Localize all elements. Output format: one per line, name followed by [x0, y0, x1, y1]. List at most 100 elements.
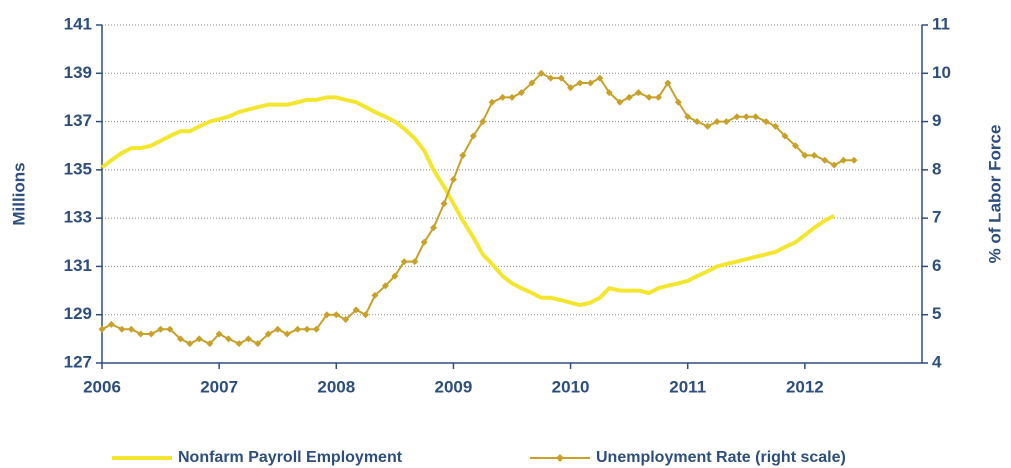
marker [420, 238, 428, 246]
marker [391, 272, 399, 280]
marker [283, 330, 291, 338]
marker [722, 118, 730, 126]
y-axis-title: Millions [9, 162, 28, 225]
y-tick-label: 127 [64, 352, 92, 371]
marker [332, 311, 340, 319]
marker [821, 156, 829, 164]
marker [98, 325, 106, 333]
marker [479, 118, 487, 126]
marker [381, 282, 389, 290]
marker [323, 311, 331, 319]
y2-axis-title: % of Labor Force [985, 125, 1004, 264]
marker [411, 258, 419, 266]
marker [206, 340, 214, 348]
marker [537, 69, 545, 77]
legend-label: Nonfarm Payroll Employment [178, 449, 403, 466]
marker [235, 340, 243, 348]
x-tick-label: 2009 [435, 377, 473, 396]
y-tick-label: 137 [64, 111, 92, 130]
marker [752, 113, 760, 121]
marker [674, 98, 682, 106]
legend-marker [556, 454, 564, 462]
series-line [101, 72, 855, 345]
marker [127, 325, 135, 333]
y-tick-label: 133 [64, 208, 92, 227]
marker [528, 79, 536, 87]
marker [704, 122, 712, 130]
marker [264, 330, 272, 338]
marker [137, 330, 145, 338]
x-tick-label: 2006 [83, 377, 121, 396]
marker [294, 325, 302, 333]
marker [772, 122, 780, 130]
marker [557, 74, 565, 82]
marker [830, 161, 838, 169]
legend-label: Unemployment Rate (right scale) [596, 449, 846, 466]
marker [459, 151, 467, 159]
marker [635, 89, 643, 97]
x-tick-label: 2012 [786, 377, 824, 396]
marker [781, 132, 789, 140]
marker [517, 89, 525, 97]
y-tick-label: 131 [64, 256, 92, 275]
marker [107, 320, 115, 328]
x-tick-label: 2007 [200, 377, 238, 396]
marker [616, 98, 624, 106]
marker [166, 325, 174, 333]
marker [733, 113, 741, 121]
marker [596, 74, 604, 82]
marker [547, 74, 555, 82]
marker [176, 335, 184, 343]
marker [215, 330, 223, 338]
x-tick-label: 2011 [669, 377, 706, 396]
marker [576, 79, 584, 87]
marker [654, 93, 662, 101]
y-tick-label: 139 [64, 63, 92, 82]
marker [713, 118, 721, 126]
marker [186, 340, 194, 348]
marker [244, 335, 252, 343]
marker [567, 84, 575, 92]
y2-tick-label: 4 [932, 352, 942, 371]
marker [693, 118, 701, 126]
marker [488, 98, 496, 106]
marker [195, 335, 203, 343]
marker [352, 306, 360, 314]
marker [791, 142, 799, 150]
marker [303, 325, 311, 333]
marker [508, 93, 516, 101]
marker [499, 93, 507, 101]
y-tick-label: 129 [64, 304, 92, 323]
marker [362, 311, 370, 319]
y2-tick-label: 11 [932, 14, 950, 33]
y2-tick-label: 6 [932, 256, 941, 275]
marker [118, 325, 126, 333]
y-tick-label: 141 [64, 14, 92, 33]
marker [440, 200, 448, 208]
marker [449, 176, 457, 184]
marker [762, 118, 770, 126]
marker [312, 325, 320, 333]
marker [469, 132, 477, 140]
marker [147, 330, 155, 338]
marker [645, 93, 653, 101]
marker [400, 258, 408, 266]
y2-tick-label: 5 [932, 304, 941, 323]
x-tick-label: 2008 [317, 377, 355, 396]
marker [430, 224, 438, 232]
marker [684, 113, 692, 121]
marker [371, 291, 379, 299]
marker [850, 156, 858, 164]
marker [810, 151, 818, 159]
y2-tick-label: 9 [932, 111, 941, 130]
marker [840, 156, 848, 164]
marker [157, 325, 165, 333]
series-line [100, 95, 836, 308]
marker [801, 151, 809, 159]
y-tick-label: 135 [64, 159, 92, 178]
marker [274, 325, 282, 333]
marker [664, 79, 672, 87]
y2-tick-label: 7 [932, 208, 941, 227]
marker [742, 113, 750, 121]
